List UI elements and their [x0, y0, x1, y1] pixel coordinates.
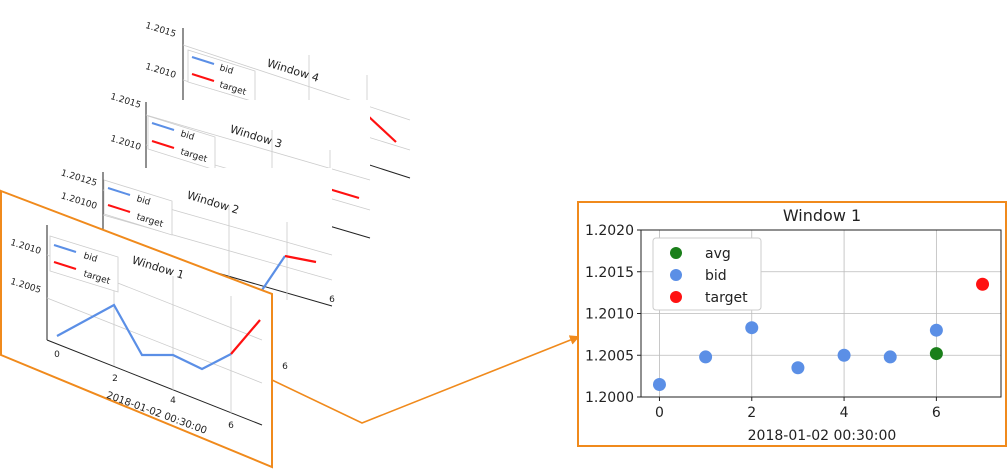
legend-marker-target	[670, 291, 682, 303]
stack-w3-ytick: 1.2015	[109, 92, 142, 111]
legend-label-target: target	[705, 290, 748, 306]
stack-w1-back-xtick: 6	[282, 362, 288, 372]
y-tick-label: 1.2015	[585, 265, 634, 281]
zoomed-chart-panel: Window 1 1.20001.20051.20101.20151.2020 …	[578, 202, 1006, 446]
legend-label-bid: bid	[705, 268, 727, 284]
x-tick-label: 0	[655, 405, 664, 421]
stack-w4-ytick: 1.2015	[144, 21, 177, 40]
y-tick-label: 1.2010	[585, 307, 634, 323]
point-avg	[930, 347, 943, 360]
legend-marker-bid	[670, 269, 682, 281]
stack-w2-xtick: 6	[329, 295, 335, 305]
y-tick-label: 1.2020	[585, 223, 634, 239]
point-bid	[791, 361, 804, 374]
point-bid	[838, 349, 851, 362]
stack-w4-title: Window 4	[265, 57, 320, 85]
stack-w2-ytick: 1.20100	[60, 191, 99, 212]
stack-w4-ytick: 1.2010	[144, 62, 177, 81]
stack-w1-xtick: 4	[170, 396, 176, 406]
stack-w3-ytick: 1.2010	[109, 134, 142, 153]
point-bid	[930, 324, 943, 337]
y-tick-label: 1.2005	[585, 348, 634, 364]
point-target	[976, 278, 989, 291]
stack-w1-xtick: 0	[54, 350, 60, 360]
zoomed-chart-frame	[578, 202, 1006, 446]
point-bid	[653, 378, 666, 391]
x-tick-label: 2	[747, 405, 756, 421]
legend-marker-avg	[670, 247, 682, 259]
stack-w1-xtick: 2	[112, 374, 118, 384]
zoom-arrow	[272, 337, 578, 423]
stack-w1-xtick: 6	[228, 421, 234, 431]
x-axis-label: 2018-01-02 00:30:00	[748, 428, 897, 444]
chart-title: Window 1	[783, 206, 861, 225]
legend-label-avg: avg	[705, 246, 731, 262]
x-tick-label: 6	[932, 405, 941, 421]
point-bid	[699, 350, 712, 363]
point-bid	[745, 321, 758, 334]
x-tick-label: 4	[840, 405, 849, 421]
point-bid	[884, 350, 897, 363]
y-tick-label: 1.2000	[585, 390, 634, 406]
chart-legend: avg bid target	[653, 238, 761, 310]
stack-w2-ytick: 1.20125	[60, 168, 99, 188]
